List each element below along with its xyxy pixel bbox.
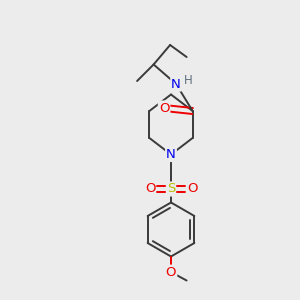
- Text: O: O: [159, 101, 169, 115]
- Text: S: S: [167, 182, 175, 196]
- Text: O: O: [187, 182, 197, 196]
- Text: H: H: [184, 74, 193, 88]
- Text: N: N: [171, 77, 181, 91]
- Text: O: O: [166, 266, 176, 279]
- Text: N: N: [166, 148, 176, 161]
- Text: O: O: [145, 182, 155, 196]
